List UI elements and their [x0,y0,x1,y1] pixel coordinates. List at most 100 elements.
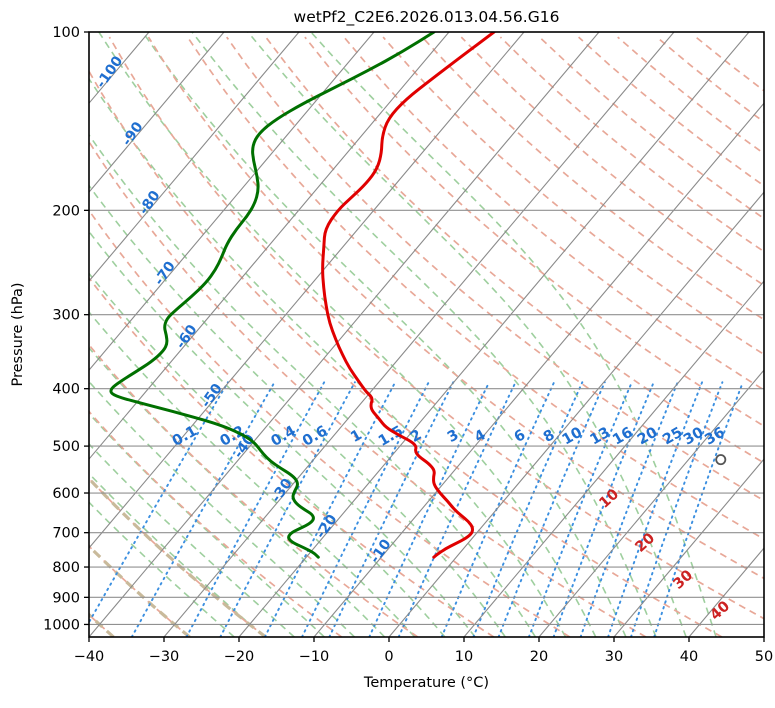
isotherm-line [388,191,764,637]
dry-adiabat-line [382,36,764,356]
dry-adiabat-line [538,36,764,220]
x-tick-label: −20 [224,649,255,665]
mixing-ratio-line [653,381,744,637]
isotherm-label: -80 [136,188,164,218]
y-tick-label: 300 [52,308,80,324]
x-tick-label: 20 [530,649,548,665]
dry-adiabat-line [695,36,764,92]
x-tick-label: −10 [299,649,330,665]
x-tick-label: −30 [149,649,180,665]
moist-adiabat-line [89,230,476,637]
isotherm-line [89,32,300,282]
isotherm-line [163,32,675,637]
dry-adiabat-label: 30 [670,567,696,592]
mixing-ratio-label: 10 [560,425,585,449]
dry-adiabat-line [89,209,571,637]
background-lines [89,32,764,637]
y-tick-label: 600 [52,486,80,502]
mixing-ratio-line [219,381,356,637]
isotherm-label: -30 [268,476,296,506]
dry-adiabat-line [578,36,764,187]
moist-adiabat-line [89,442,295,637]
x-tick-label: 40 [680,649,698,665]
plot-frame [88,31,765,638]
isotherm-line [89,32,600,637]
mixing-ratio-line [301,381,430,637]
isotherm-line [89,32,450,460]
isotherm-line [538,369,764,637]
mixing-ratio-label: 13 [588,425,613,449]
moist-adiabat-line [191,32,657,637]
y-tick-label: 1000 [43,617,80,633]
x-tick-label: 50 [755,649,773,665]
x-tick-label: −40 [74,649,105,665]
mixing-ratio-line [263,381,397,637]
dry-adiabat-label: 10 [596,486,622,511]
x-tick-label: 10 [455,649,473,665]
dry-adiabat-line [89,410,343,637]
moist-adiabat-line [89,133,537,637]
data-curves [109,32,727,559]
moist-adiabat-line [89,501,235,637]
isotherm-line [613,458,764,637]
mixing-ratio-label: 16 [610,425,635,449]
dry-adiabat-line [89,276,495,637]
dry-adiabat-line [89,545,191,637]
x-tick-label: 0 [384,649,393,665]
mixing-ratio-line [440,381,556,637]
y-tick-label: 500 [52,439,80,455]
isotherm-line [688,547,764,637]
dry-adiabat-thick-line [89,476,267,637]
x-tick-label: 30 [605,649,623,665]
isotherm-label: -20 [313,512,341,542]
mixing-ratio-line [397,381,517,637]
mixing-ratio-line [368,381,491,637]
dry-adiabat-line [186,36,764,541]
y-tick-label: 100 [52,25,80,41]
isotherm-line [89,32,375,371]
isotherm-line [313,102,764,637]
isotherm-line [89,32,225,194]
isotherm-label: -60 [173,322,201,352]
x-axis-label: Temperature (°C) [363,675,489,691]
moist-adiabat-line [89,77,567,637]
y-tick-label: 800 [52,560,80,576]
y-tick-label: 200 [52,203,80,219]
y-tick-label: 700 [52,526,80,542]
y-axis-label: Pressure (hPa) [10,282,26,386]
moist-adiabat-line [89,380,356,637]
moist-adiabat-line [89,472,265,637]
lcl-marker[interactable] [715,454,727,466]
mixing-ratio-line [328,381,455,637]
y-tick-label: 400 [52,382,80,398]
mixing-ratio-line [630,381,724,637]
isotherm-label: -70 [151,258,179,288]
dewpoint-profile-line [109,32,436,559]
mixing-ratio-label: 2 [408,427,425,446]
dry-adiabat-line [89,343,419,637]
moist-adiabat-line [89,310,416,637]
mixing-ratio-line [472,381,584,637]
figure-title: wetPf2_C2E6.2026.013.04.56.G16 [294,8,560,27]
isotherm-label: -90 [119,119,147,149]
dry-adiabat-line [108,36,764,620]
mixing-ratio-line [579,381,679,637]
dry-adiabat-line [226,36,764,502]
dry-adiabat-line [656,36,764,123]
moist-adiabat-line [98,32,597,637]
mixing-ratio-line [552,381,655,637]
isotherm-label: -10 [367,536,395,566]
isotherm-line [463,280,764,637]
dry-adiabat-thick-line [89,544,191,637]
y-tick-label: 900 [52,590,80,606]
moist-adiabat-line [247,32,687,637]
isotherm-line [89,32,525,549]
mixing-ratio-label: 4 [472,427,489,446]
isotherm-line [238,32,750,637]
dry-adiabat-line [147,36,764,580]
dry-adiabat-line [89,140,647,637]
temperature-profile-line [321,32,496,559]
moist-adiabat-line [89,272,446,637]
